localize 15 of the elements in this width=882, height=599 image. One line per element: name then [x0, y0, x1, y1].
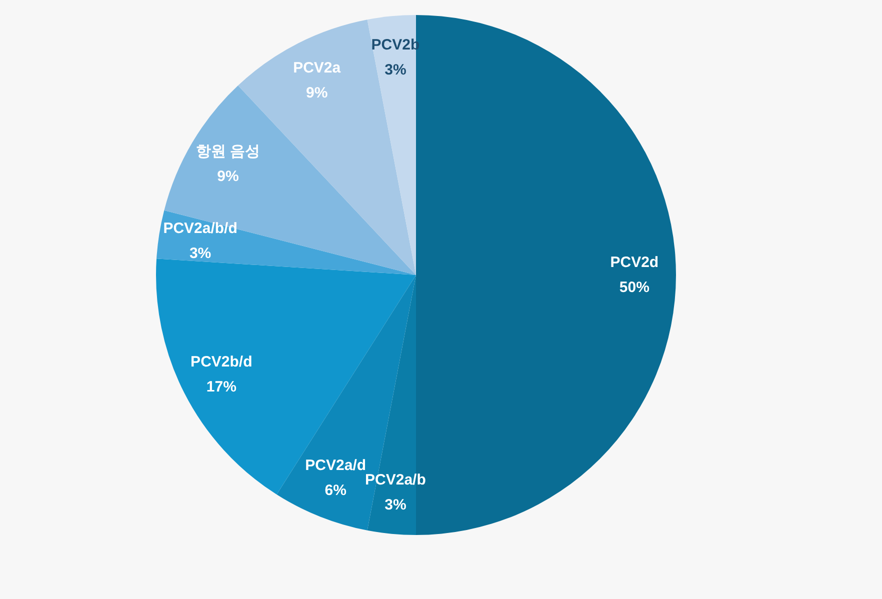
slice-label: PCV2d: [610, 254, 659, 272]
data-label: 3%: [189, 244, 212, 262]
data-label: 9%: [306, 84, 328, 102]
data-label: 6%: [324, 482, 346, 500]
data-label: 50%: [619, 279, 650, 296]
slice-label: PCV2a/d: [305, 457, 366, 474]
slice-label: PCV2a/b/d: [163, 220, 238, 237]
data-label: 3%: [384, 62, 406, 79]
slice-label: 항원 음성: [196, 142, 260, 160]
data-label: 3%: [384, 496, 406, 514]
data-label: 17%: [206, 378, 236, 396]
data-label: 9%: [217, 168, 239, 185]
slice-label: PCV2b/d: [190, 353, 252, 370]
slice-label: PCV2a/b: [365, 472, 426, 489]
slice-label: PCV2a: [293, 60, 342, 77]
